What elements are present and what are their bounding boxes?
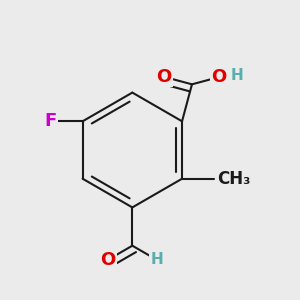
Text: O: O xyxy=(100,251,116,269)
Text: F: F xyxy=(44,112,56,130)
Text: O: O xyxy=(211,68,226,86)
Text: H: H xyxy=(150,252,163,267)
Text: H: H xyxy=(230,68,243,83)
Text: O: O xyxy=(156,68,171,86)
Text: CH₃: CH₃ xyxy=(218,170,251,188)
